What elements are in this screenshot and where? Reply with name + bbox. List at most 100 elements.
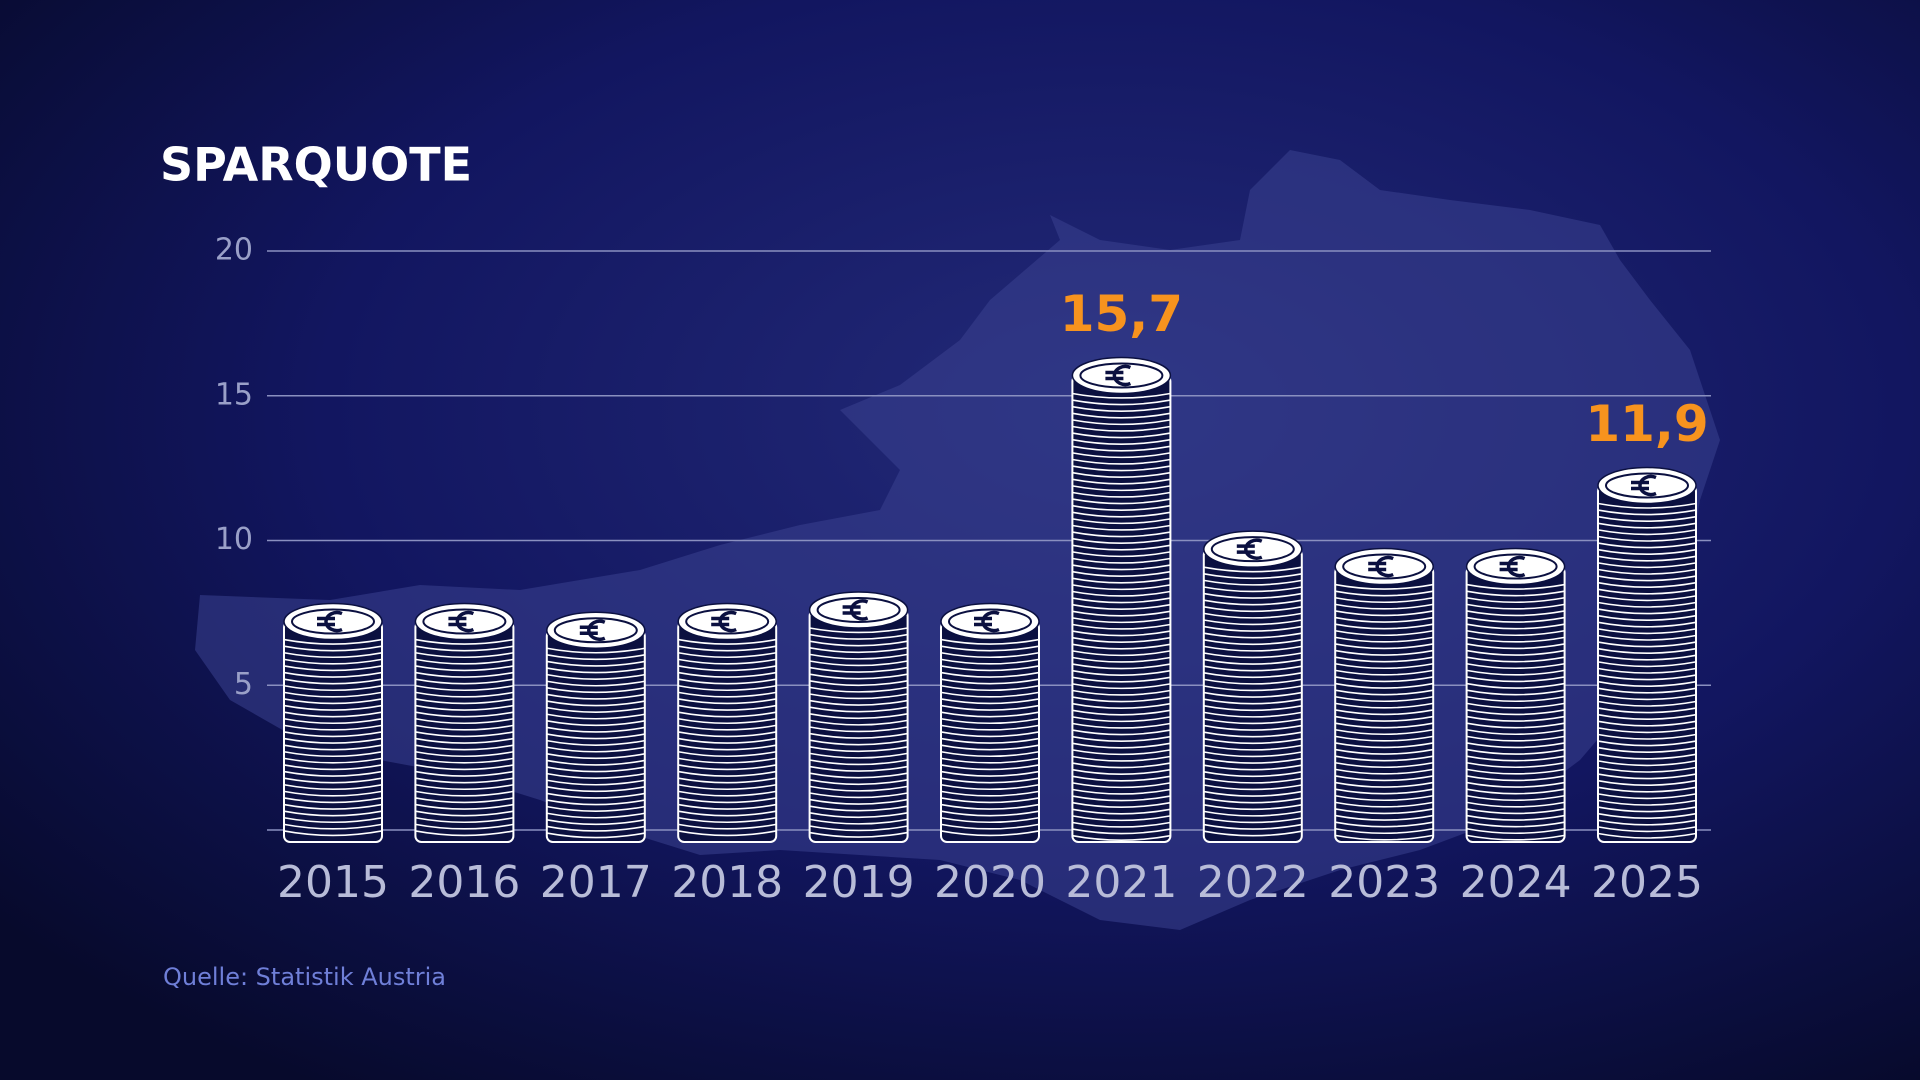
- coin-edge: [1335, 596, 1434, 604]
- coin-edge: [1597, 628, 1697, 635]
- coin-edge: [940, 777, 1040, 784]
- coin-edge: [283, 691, 383, 698]
- coin-edge: [1203, 579, 1302, 586]
- coin-edge: [1335, 742, 1434, 749]
- coin-edge: [678, 651, 777, 659]
- coin-edge: [1072, 399, 1171, 406]
- coin-edge: [283, 770, 383, 777]
- coin-edge: [546, 753, 645, 760]
- coin-edge: [809, 719, 908, 726]
- coin-stack: [283, 602, 383, 843]
- coin-edge: [1335, 643, 1434, 650]
- coin-edge: [678, 797, 777, 804]
- coin-edge: [1335, 827, 1434, 835]
- coin-edge: [1466, 722, 1565, 729]
- coin-edge: [678, 823, 777, 830]
- coin-edge: [546, 693, 645, 700]
- coin-edge: [1597, 654, 1697, 661]
- coin-edge: [1597, 819, 1697, 826]
- coin-edge: [1072, 636, 1171, 643]
- coin-rim: [816, 596, 901, 623]
- euro-icon: [448, 610, 475, 633]
- coin-edge: [1597, 562, 1697, 569]
- coin-edge: [1597, 694, 1697, 701]
- coin-edge: [1072, 392, 1171, 399]
- coin-edge: [940, 750, 1040, 758]
- coin-edge: [1466, 643, 1565, 650]
- coin-edge: [1203, 665, 1302, 672]
- coin-edge: [1335, 669, 1434, 676]
- coin-edge: [1203, 810, 1302, 817]
- coin-edge: [1072, 544, 1171, 551]
- coin-edge: [546, 667, 645, 674]
- coin-edge: [678, 790, 777, 797]
- coin-edge: [940, 717, 1040, 725]
- coin-edge: [1072, 735, 1171, 742]
- coin-edge: [678, 803, 777, 810]
- coin-edge: [678, 671, 777, 678]
- coin-edge: [1072, 531, 1171, 538]
- coin-edge: [940, 724, 1040, 731]
- coin-edge: [1597, 614, 1697, 621]
- coin-edge: [1335, 761, 1434, 769]
- coin-edge: [1466, 821, 1565, 828]
- coin-edge: [1335, 709, 1434, 716]
- coin-edge: [546, 713, 645, 720]
- coin-edge: [1203, 823, 1302, 830]
- coin-edge: [1335, 662, 1434, 670]
- coin-edge: [1597, 581, 1697, 588]
- coin-edge: [940, 665, 1040, 672]
- coin-edge: [283, 810, 383, 817]
- coin-edge: [1072, 524, 1171, 531]
- coin-edge: [1072, 438, 1171, 445]
- coin-edge: [940, 830, 1040, 837]
- coin-edge: [940, 816, 1040, 824]
- coin-edge: [546, 700, 645, 707]
- coin-edge: [1203, 817, 1302, 824]
- coin-edge: [1203, 605, 1302, 613]
- coin-edge: [809, 653, 908, 660]
- euro-icon: [579, 619, 606, 641]
- coin-edge: [678, 744, 777, 751]
- euro-icon: [711, 610, 737, 633]
- coin-edge: [1335, 616, 1434, 623]
- coin-edge: [1072, 755, 1171, 762]
- coin-edge: [1597, 680, 1697, 687]
- coin-edge: [546, 799, 645, 806]
- y-tick-label: 5: [234, 667, 253, 702]
- coin-rim: [1342, 553, 1427, 580]
- coin-edge: [678, 684, 777, 692]
- coin-edge: [1203, 658, 1302, 665]
- coin-edge: [1466, 801, 1565, 808]
- coin-edge: [546, 832, 645, 839]
- coin-edge: [809, 627, 908, 634]
- coin-edge: [809, 778, 908, 786]
- coin-edge: [1597, 522, 1697, 529]
- coin-rim: [1605, 472, 1689, 499]
- coin-edge: [546, 733, 645, 740]
- coin-edge: [940, 684, 1040, 692]
- coin-edge: [546, 766, 645, 773]
- coin-edge: [1597, 779, 1697, 786]
- coin-edge: [1072, 452, 1171, 459]
- coin-edge: [1466, 702, 1565, 709]
- coin-edge: [1203, 612, 1302, 619]
- x-tick-label: 2023: [1328, 857, 1440, 908]
- coin-stack: [1465, 547, 1566, 843]
- coin-edge: [415, 698, 514, 705]
- coin-edge: [678, 698, 777, 705]
- coin-edge: [1335, 775, 1434, 782]
- coin-edge: [809, 646, 908, 654]
- coin-edge: [678, 711, 777, 718]
- coin-edge: [1597, 832, 1697, 839]
- coin-edge: [1466, 623, 1565, 630]
- coin-edge: [283, 704, 383, 711]
- coin-edge: [1466, 596, 1565, 604]
- coin-edge: [809, 772, 908, 779]
- coin-edge: [1072, 749, 1171, 756]
- coin-edge: [1203, 572, 1302, 580]
- coin-edge: [940, 790, 1040, 797]
- coin-edge: [809, 785, 908, 792]
- coin-edge: [1597, 542, 1697, 549]
- coin-edge: [1597, 509, 1697, 516]
